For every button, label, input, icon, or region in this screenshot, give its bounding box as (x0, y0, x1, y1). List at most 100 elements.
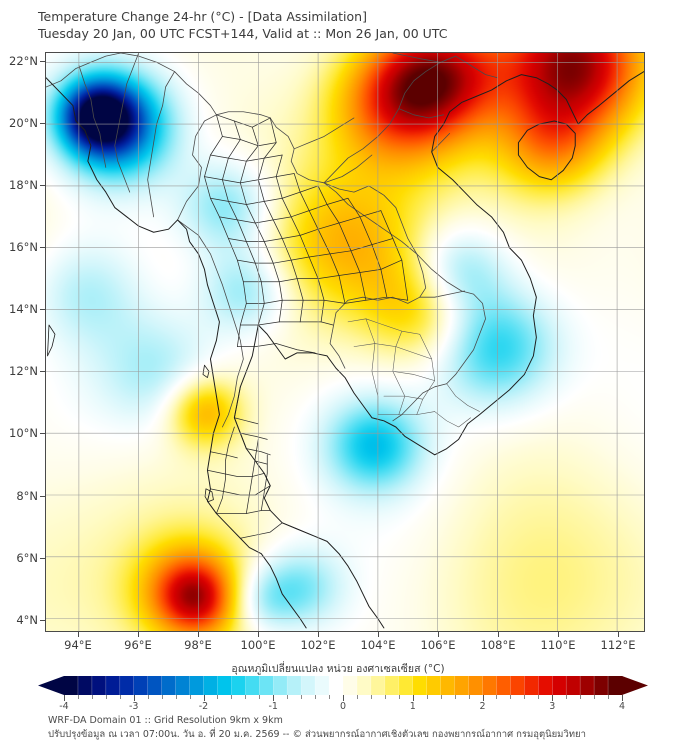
y-tick (40, 309, 45, 311)
y-tick-label: 18°N (9, 178, 38, 193)
y-tick (40, 557, 45, 559)
x-tick (438, 632, 439, 637)
y-tick-label: 14°N (9, 302, 38, 317)
colorbar-minor-tick (524, 695, 526, 699)
colorbar-minor-tick (91, 695, 93, 699)
footer-credit: ปรับปรุงข้อมูล ณ เวลา 07:00น. วัน อ. ที่… (48, 729, 586, 740)
y-axis-labels: 4°N 6°N 8°N 10°N 12°N 14°N 16°N 18°N 20°N 22°N (0, 0, 38, 756)
title-block: Temperature Change 24-hr (°C) - [Data As… (38, 8, 638, 42)
colorbar-minor-tick (370, 695, 372, 699)
y-tick-label: 10°N (9, 426, 38, 441)
coastline-and-border-overlay (46, 53, 644, 629)
colorbar-minor-tick (175, 695, 177, 699)
y-tick-label: 22°N (9, 54, 38, 69)
colorbar-minor-tick (259, 695, 261, 699)
colorbar-minor-tick (189, 695, 191, 699)
colorbar-minor-tick (608, 695, 610, 699)
colorbar-ticks: -4 -3 -2 -1 0 1 2 3 4 (38, 695, 648, 712)
colorbar-minor-tick (105, 695, 107, 699)
colorbar-major-tick (622, 695, 623, 701)
colorbar-tick-label: 0 (339, 701, 347, 712)
colorbar-minor-tick (119, 695, 121, 699)
footer-model-info: WRF-DA Domain 01 :: Grid Resolution 9km … (48, 715, 283, 726)
colorbar-tick-label: 4 (618, 701, 626, 712)
colorbar-minor-tick (161, 695, 163, 699)
colorbar-minor-tick (468, 695, 470, 699)
colorbar-minor-tick (231, 695, 233, 699)
colorbar-swatch-strip[interactable] (38, 676, 648, 695)
colorbar-major-tick (482, 695, 484, 701)
colorbar-major-tick (552, 695, 554, 701)
y-tick-label: 4°N (16, 612, 38, 627)
y-tick (40, 247, 45, 249)
x-tick-label: 100°E (240, 638, 276, 652)
x-tick (138, 632, 139, 637)
colorbar-major-tick (133, 695, 135, 701)
y-tick-label: 20°N (9, 116, 38, 131)
y-tick-label: 12°N (9, 364, 38, 379)
map-plot-area[interactable] (45, 52, 645, 632)
x-tick-label: 110°E (540, 638, 576, 652)
x-tick-label: 112°E (600, 638, 636, 652)
colorbar-minor-tick (580, 695, 582, 699)
y-tick (40, 61, 45, 63)
x-tick (618, 632, 619, 637)
colorbar-minor-tick (594, 695, 596, 699)
x-tick-label: 104°E (360, 638, 396, 652)
colorbar-minor-tick (217, 695, 219, 699)
y-tick-label: 6°N (16, 550, 38, 565)
y-tick-label: 8°N (16, 488, 38, 503)
x-tick (318, 632, 319, 637)
x-tick (198, 632, 199, 637)
colorbar-title: อุณหภูมิเปลี่ยนแปลง หน่วย องศาเซลเซียส (… (231, 663, 445, 675)
colorbar-tick-label: -2 (198, 701, 209, 712)
colorbar-minor-tick (301, 695, 303, 699)
y-tick (40, 185, 45, 187)
x-tick (378, 632, 379, 637)
colorbar-minor-tick (440, 695, 442, 699)
colorbar-tick-label: 2 (479, 701, 486, 712)
x-tick-label: 98°E (184, 638, 212, 652)
colorbar: อุณหภูมิเปลี่ยนแปลง หน่วย องศาเซลเซียส (… (0, 660, 676, 712)
temperature-anomaly-field (46, 53, 644, 631)
chart-subtitle: Tuesday 20 Jan, 00 UTC FCST+144, Valid a… (38, 26, 448, 41)
y-tick-label: 16°N (9, 240, 38, 255)
y-tick (40, 123, 45, 125)
colorbar-minor-tick (315, 695, 317, 699)
colorbar-tick-label: -1 (268, 701, 278, 712)
x-tick (78, 632, 79, 637)
colorbar-minor-tick (147, 695, 149, 699)
colorbar-minor-tick (245, 695, 247, 699)
colorbar-minor-tick (538, 695, 540, 699)
colorbar-minor-tick (329, 695, 331, 699)
y-tick (40, 619, 45, 621)
colorbar-minor-tick (384, 695, 386, 699)
x-tick-label: 94°E (64, 638, 92, 652)
x-tick-label: 106°E (420, 638, 456, 652)
colorbar-minor-tick (398, 695, 400, 699)
colorbar-minor-tick (356, 695, 358, 699)
y-tick (40, 433, 45, 435)
colorbar-major-tick (343, 695, 344, 701)
x-tick-label: 102°E (300, 638, 336, 652)
x-tick (258, 632, 259, 637)
colorbar-tick-label: 1 (409, 701, 416, 712)
y-tick (40, 495, 45, 497)
colorbar-tick-label: -3 (129, 701, 139, 712)
colorbar-minor-tick (496, 695, 498, 699)
lat-lon-gridlines (46, 53, 644, 631)
y-tick (40, 371, 45, 373)
colorbar-minor-tick (510, 695, 512, 699)
colorbar-tick-label: 3 (549, 701, 556, 712)
colorbar-major-tick (64, 695, 65, 701)
x-tick-label: 108°E (480, 638, 516, 652)
footer: WRF-DA Domain 01 :: Grid Resolution 9km … (48, 714, 668, 742)
colorbar-major-tick (412, 695, 414, 701)
colorbar-major-tick (273, 695, 275, 701)
colorbar-minor-tick (426, 695, 428, 699)
x-tick-label: 96°E (124, 638, 152, 652)
colorbar-minor-tick (287, 695, 289, 699)
colorbar-minor-tick (454, 695, 456, 699)
chart-title: Temperature Change 24-hr (°C) - [Data As… (38, 9, 367, 24)
